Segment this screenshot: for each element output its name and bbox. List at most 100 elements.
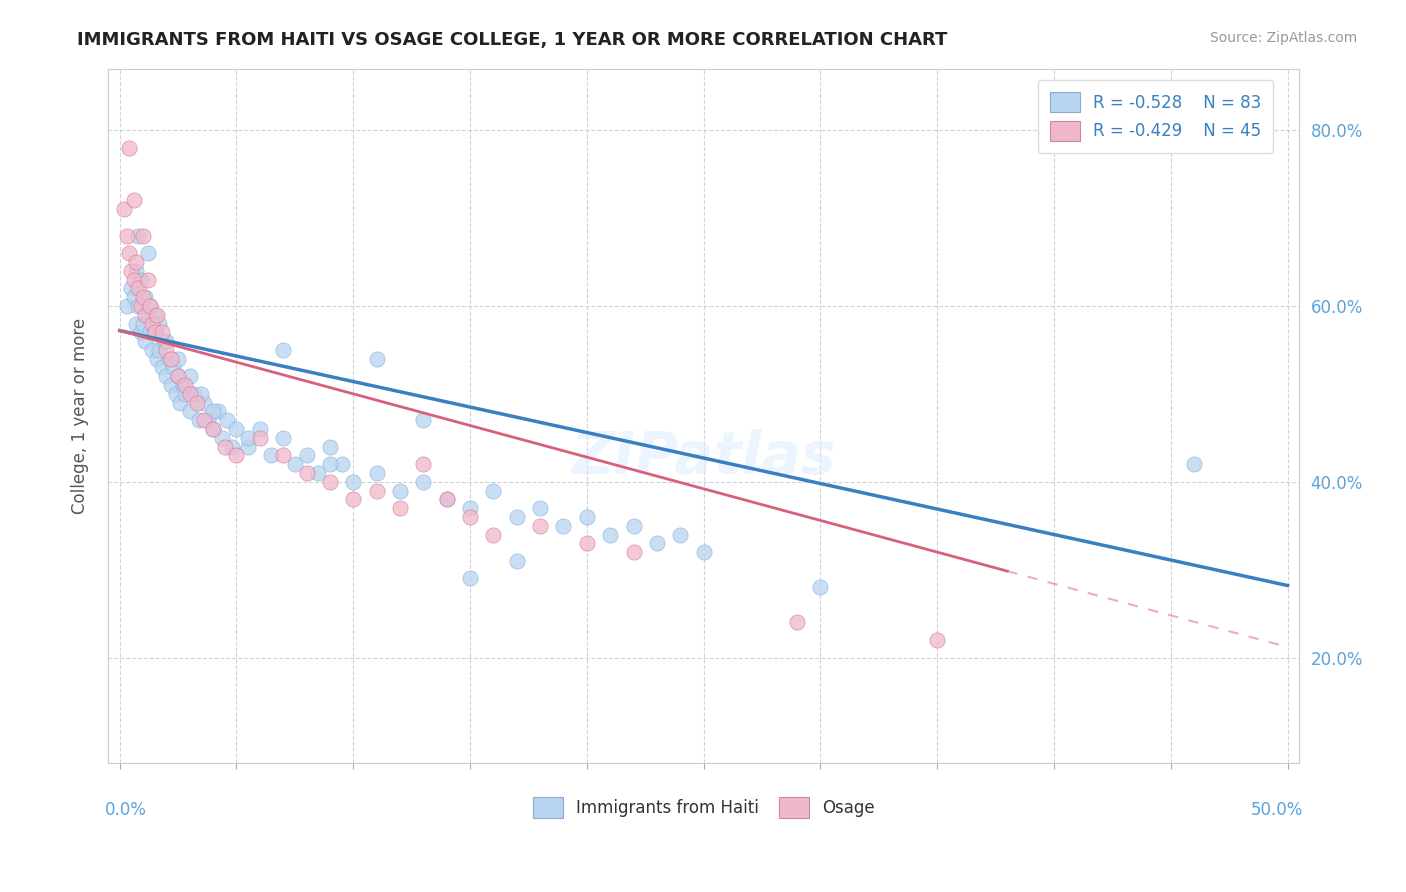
Point — [132, 317, 155, 331]
Point — [167, 351, 190, 366]
Point — [125, 264, 148, 278]
Point — [150, 360, 173, 375]
Point — [207, 404, 229, 418]
Point — [669, 527, 692, 541]
Point — [169, 395, 191, 409]
Legend: Immigrants from Haiti, Osage: Immigrants from Haiti, Osage — [526, 790, 882, 824]
Point — [295, 466, 318, 480]
Text: 0.0%: 0.0% — [104, 801, 146, 819]
Point — [458, 572, 481, 586]
Point — [692, 545, 714, 559]
Point — [162, 360, 184, 375]
Point — [211, 431, 233, 445]
Point — [188, 413, 211, 427]
Point — [118, 141, 141, 155]
Point — [271, 449, 294, 463]
Point — [125, 317, 148, 331]
Point — [155, 334, 177, 348]
Point — [143, 308, 166, 322]
Point — [295, 449, 318, 463]
Point — [342, 492, 364, 507]
Point — [319, 440, 342, 454]
Text: ZIPatlas: ZIPatlas — [571, 429, 837, 486]
Point — [810, 580, 832, 594]
Y-axis label: College, 1 year or more: College, 1 year or more — [72, 318, 89, 514]
Point — [236, 431, 259, 445]
Point — [148, 343, 170, 357]
Point — [122, 272, 145, 286]
Point — [225, 449, 247, 463]
Point — [506, 554, 529, 568]
Point — [221, 440, 243, 454]
Point — [125, 255, 148, 269]
Point — [115, 299, 138, 313]
Point — [141, 343, 163, 357]
Point — [148, 317, 170, 331]
Point — [193, 413, 215, 427]
Point — [236, 440, 259, 454]
Point — [190, 387, 212, 401]
Point — [458, 501, 481, 516]
Point — [179, 404, 201, 418]
Point — [330, 457, 353, 471]
Point — [506, 510, 529, 524]
Point — [167, 369, 190, 384]
Point — [146, 308, 169, 322]
Point — [202, 404, 225, 418]
Point — [127, 299, 149, 313]
Point — [197, 413, 219, 427]
Point — [153, 334, 176, 348]
Point — [436, 492, 458, 507]
Point — [482, 483, 505, 498]
Point — [174, 378, 197, 392]
Point — [319, 457, 342, 471]
Point — [249, 431, 271, 445]
Point — [115, 228, 138, 243]
Point — [136, 272, 159, 286]
Point — [436, 492, 458, 507]
Point — [366, 466, 388, 480]
Text: IMMIGRANTS FROM HAITI VS OSAGE COLLEGE, 1 YEAR OR MORE CORRELATION CHART: IMMIGRANTS FROM HAITI VS OSAGE COLLEGE, … — [77, 31, 948, 49]
Point — [157, 351, 180, 366]
Point — [575, 510, 598, 524]
Point — [217, 413, 239, 427]
Point — [179, 387, 201, 401]
Point — [139, 299, 162, 313]
Point — [120, 264, 142, 278]
Point — [174, 387, 197, 401]
Point — [927, 633, 949, 648]
Point — [160, 351, 183, 366]
Point — [141, 317, 163, 331]
Point — [284, 457, 307, 471]
Point — [129, 299, 152, 313]
Point — [172, 378, 194, 392]
Point — [260, 449, 283, 463]
Point — [575, 536, 598, 550]
Point — [529, 501, 551, 516]
Point — [202, 422, 225, 436]
Point — [412, 475, 434, 489]
Point — [412, 413, 434, 427]
Point — [599, 527, 621, 541]
Point — [623, 518, 645, 533]
Point — [186, 395, 208, 409]
Point — [412, 457, 434, 471]
Point — [183, 387, 205, 401]
Point — [127, 228, 149, 243]
Point — [645, 536, 668, 550]
Point — [155, 369, 177, 384]
Point — [388, 483, 411, 498]
Point — [143, 326, 166, 340]
Point — [122, 290, 145, 304]
Point — [132, 228, 155, 243]
Point — [129, 326, 152, 340]
Point — [134, 334, 156, 348]
Point — [136, 308, 159, 322]
Point — [786, 615, 808, 630]
Point — [139, 326, 162, 340]
Point — [214, 440, 236, 454]
Point — [134, 308, 156, 322]
Point — [366, 351, 388, 366]
Point — [271, 431, 294, 445]
Point — [366, 483, 388, 498]
